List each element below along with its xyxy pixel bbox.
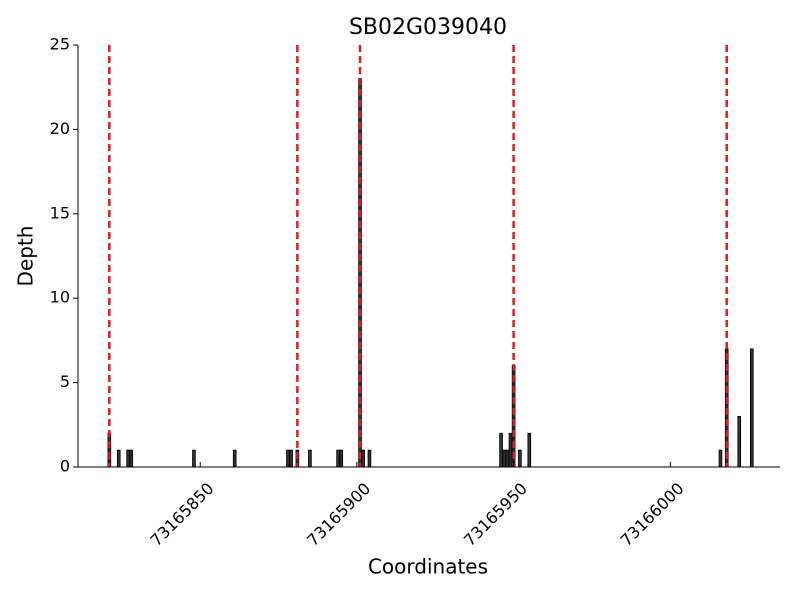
y-tick-label: 10 — [50, 288, 70, 307]
bar — [499, 432, 503, 468]
y-tick-label: 15 — [50, 203, 70, 222]
bar — [527, 432, 532, 468]
x-tick-label: 73166000 — [617, 479, 688, 550]
x-tick-label: 73165900 — [303, 479, 374, 550]
bar — [308, 449, 312, 468]
bar — [361, 449, 365, 468]
bar — [718, 449, 723, 468]
y-tick-label: 20 — [50, 119, 70, 138]
bar — [502, 449, 507, 468]
bar — [749, 348, 754, 468]
y-axis-label: Depth — [14, 226, 38, 287]
bar — [192, 449, 196, 468]
bar — [126, 449, 130, 468]
bar — [508, 432, 513, 468]
x-tick-label: 73165950 — [460, 479, 531, 550]
bar — [336, 449, 340, 468]
bar — [116, 449, 121, 468]
y-tick-label: 5 — [60, 372, 70, 391]
y-tick-label: 0 — [60, 457, 70, 476]
bar — [737, 415, 742, 468]
chart-title: SB02G039040 — [349, 15, 507, 40]
bar — [367, 449, 372, 468]
bar — [232, 449, 237, 468]
bar — [286, 449, 290, 468]
y-tick-label: 25 — [50, 35, 70, 54]
x-tick-label: 73165850 — [147, 479, 218, 550]
bar — [129, 449, 134, 468]
bar — [289, 449, 293, 468]
bar — [339, 449, 344, 468]
bar — [107, 432, 112, 468]
bar — [505, 449, 510, 468]
bar — [518, 449, 522, 468]
x-axis-label: Coordinates — [368, 555, 488, 579]
